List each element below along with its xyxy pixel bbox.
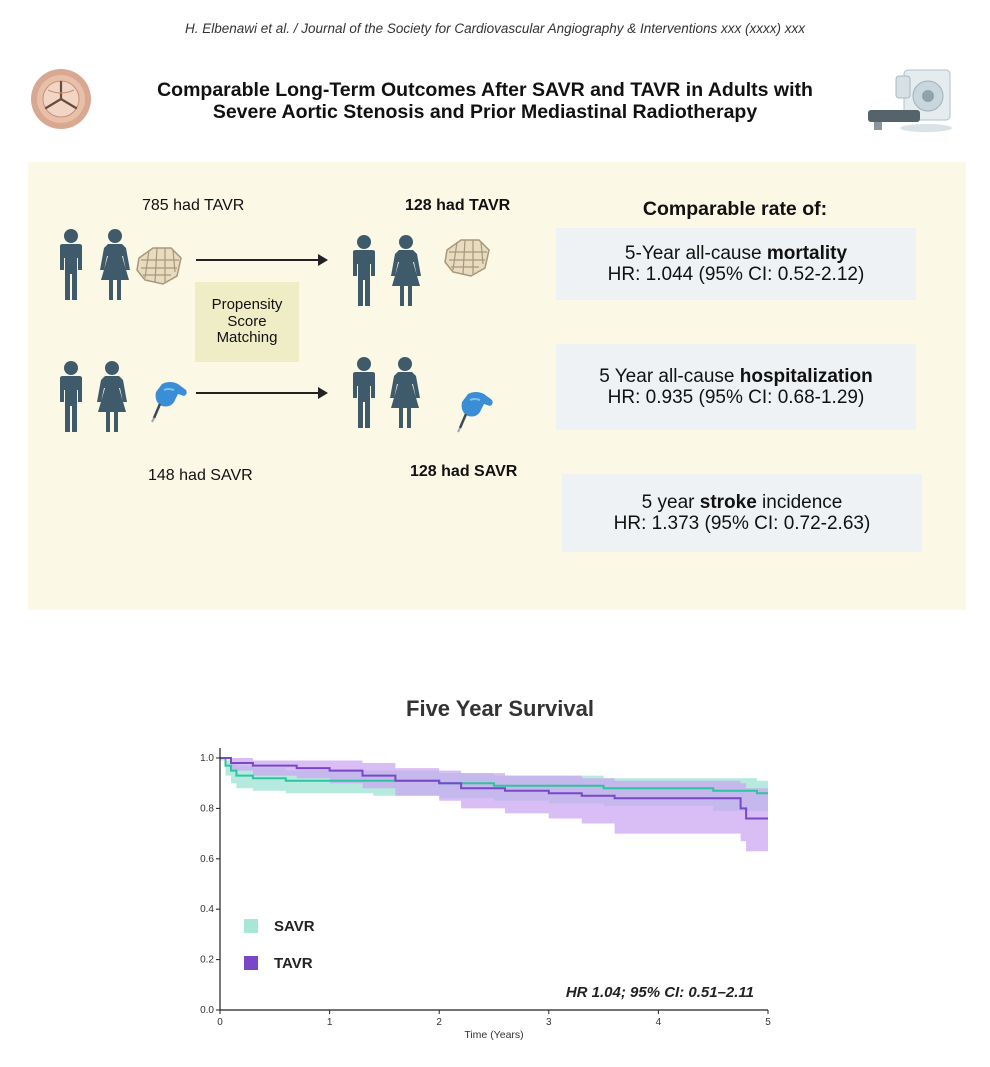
woman-icon [390, 357, 420, 428]
legend-swatch-savr [244, 919, 258, 933]
survival-chart: 0.0 0.2 0.4 0.6 0.8 1.0 0 1 2 3 4 5 Time (Years) SAVR… [200, 748, 771, 1041]
woman-icon [100, 229, 130, 300]
propensity-score-matching-box: Propensity Score Matching [195, 282, 299, 362]
transcatheter-valve-icon [444, 239, 490, 277]
x-tick-label: 5 [765, 1017, 771, 1028]
outcome-suffix: incidence [756, 492, 843, 513]
woman-icon [97, 361, 127, 432]
chart-title: Five Year Survival [406, 696, 594, 721]
x-tick-label: 4 [656, 1017, 662, 1028]
outcome-hr: HR: 1.044 (95% CI: 0.52-2.12) [607, 264, 865, 285]
x-tick-label: 3 [546, 1017, 552, 1028]
woman-icon [391, 235, 421, 306]
outcome-emphasis: hospitalization [739, 366, 873, 387]
savr-arrow [196, 387, 328, 399]
transcatheter-valve-icon [136, 247, 182, 285]
surgeon-hand-scalpel-icon [150, 380, 188, 424]
psm-line-1: Propensity [211, 296, 283, 314]
y-tick-label: 0.2 [200, 955, 214, 966]
outcome-emphasis: stroke [699, 492, 757, 513]
outcome-hr: HR: 1.373 (95% CI: 0.72-2.63) [613, 513, 871, 534]
legend-label-savr: SAVR [274, 918, 315, 935]
tavr-after-label: 128 had TAVR [405, 197, 511, 214]
outcome-stroke: 5 year stroke incidence HR: 1.373 (95% C… [562, 474, 922, 552]
title-line-2: Severe Aortic Stenosis and Prior Mediast… [212, 101, 758, 123]
psm-line-3: Matching [216, 329, 278, 347]
tavr-arrow [196, 254, 328, 266]
y-tick-label: 0.8 [200, 803, 214, 814]
running-head: H. Elbenawi et al. / Journal of the Soci… [184, 21, 806, 36]
savr-before-label: 148 had SAVR [148, 467, 253, 484]
title: Comparable Long-Term Outcomes After SAVR… [100, 79, 870, 123]
hazard-ratio-annotation: HR 1.04; 95% CI: 0.51–2.11 [566, 984, 754, 1001]
ci-band-tavr [220, 758, 768, 852]
man-icon [60, 361, 82, 432]
title-line-1: Comparable Long-Term Outcomes After SAVR… [157, 79, 813, 101]
outcome-hr: HR: 0.935 (95% CI: 0.68-1.29) [607, 387, 865, 408]
x-tick-label: 1 [327, 1017, 333, 1028]
man-icon [60, 229, 82, 300]
y-tick-label: 0.4 [200, 904, 214, 915]
outcome-hospitalization: 5 Year all-cause hospitalization HR: 0.9… [556, 344, 916, 430]
aortic-valve-icon [31, 69, 91, 129]
surgeon-hand-scalpel-icon [456, 390, 494, 434]
y-tick-label: 0.6 [200, 854, 214, 865]
legend-label-tavr: TAVR [274, 955, 313, 972]
x-axis-label: Time (Years) [464, 1029, 523, 1041]
x-tick-label: 2 [436, 1017, 442, 1028]
outcome-emphasis: mortality [766, 243, 848, 264]
y-tick-label: 0.0 [200, 1005, 214, 1016]
psm-line-2: Score [227, 312, 267, 330]
x-tick-label: 0 [217, 1017, 223, 1028]
legend-swatch-tavr [244, 956, 258, 970]
outcome-prefix: 5 Year all-cause [599, 366, 740, 387]
radiotherapy-machine-icon [868, 69, 952, 132]
outcome-prefix: 5 year [641, 492, 700, 513]
survival-line-tavr [220, 757, 768, 820]
outcome-mortality: 5-Year all-cause mortality HR: 1.044 (95… [556, 228, 916, 300]
y-tick-label: 1.0 [200, 753, 214, 764]
man-icon [353, 357, 375, 428]
outcome-prefix: 5-Year all-cause [624, 243, 767, 264]
savr-after-label: 128 had SAVR [410, 463, 518, 480]
tavr-before-label: 785 had TAVR [142, 197, 245, 214]
man-icon [353, 235, 375, 306]
comparable-title: Comparable rate of: [642, 198, 828, 220]
